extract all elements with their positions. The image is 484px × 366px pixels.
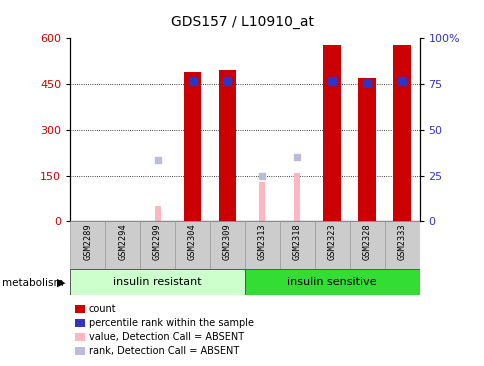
Text: insulin sensitive: insulin sensitive [287, 277, 376, 287]
Bar [210, 221, 244, 269]
Bar [244, 269, 419, 295]
Text: GSM2318: GSM2318 [292, 223, 301, 259]
Text: ▶: ▶ [57, 277, 65, 288]
Point [153, 157, 161, 163]
Text: GSM2289: GSM2289 [83, 223, 92, 259]
Bar [259, 182, 265, 221]
Bar [314, 221, 349, 269]
Text: count: count [89, 304, 116, 314]
Point [363, 80, 370, 86]
Point [258, 173, 266, 179]
Bar [70, 221, 105, 269]
Bar [70, 269, 244, 295]
Text: GSM2309: GSM2309 [223, 223, 231, 259]
Point [223, 78, 231, 83]
Bar [279, 221, 314, 269]
Text: rank, Detection Call = ABSENT: rank, Detection Call = ABSENT [89, 346, 239, 356]
Bar [154, 206, 160, 221]
Text: GSM2333: GSM2333 [397, 223, 406, 259]
Bar [183, 72, 201, 221]
Text: GSM2313: GSM2313 [257, 223, 266, 259]
Text: GDS157 / L10910_at: GDS157 / L10910_at [171, 15, 313, 29]
Point [328, 78, 335, 83]
Bar [393, 45, 410, 221]
Bar [294, 173, 300, 221]
Bar [244, 221, 279, 269]
Bar [349, 221, 384, 269]
Text: percentile rank within the sample: percentile rank within the sample [89, 318, 253, 328]
Point [397, 78, 405, 83]
Point [293, 154, 301, 160]
Text: GSM2304: GSM2304 [188, 223, 197, 259]
Text: value, Detection Call = ABSENT: value, Detection Call = ABSENT [89, 332, 243, 342]
Bar [175, 221, 210, 269]
Point [188, 78, 196, 84]
Text: metabolism: metabolism [2, 277, 64, 288]
Text: GSM2299: GSM2299 [153, 223, 162, 259]
Text: GSM2323: GSM2323 [327, 223, 336, 259]
Bar [218, 71, 236, 221]
Bar [323, 45, 340, 221]
Text: GSM2328: GSM2328 [362, 223, 371, 259]
Bar [384, 221, 419, 269]
Text: GSM2294: GSM2294 [118, 223, 127, 259]
Bar [358, 78, 375, 221]
Text: insulin resistant: insulin resistant [113, 277, 201, 287]
Bar [105, 221, 140, 269]
Bar [140, 221, 175, 269]
